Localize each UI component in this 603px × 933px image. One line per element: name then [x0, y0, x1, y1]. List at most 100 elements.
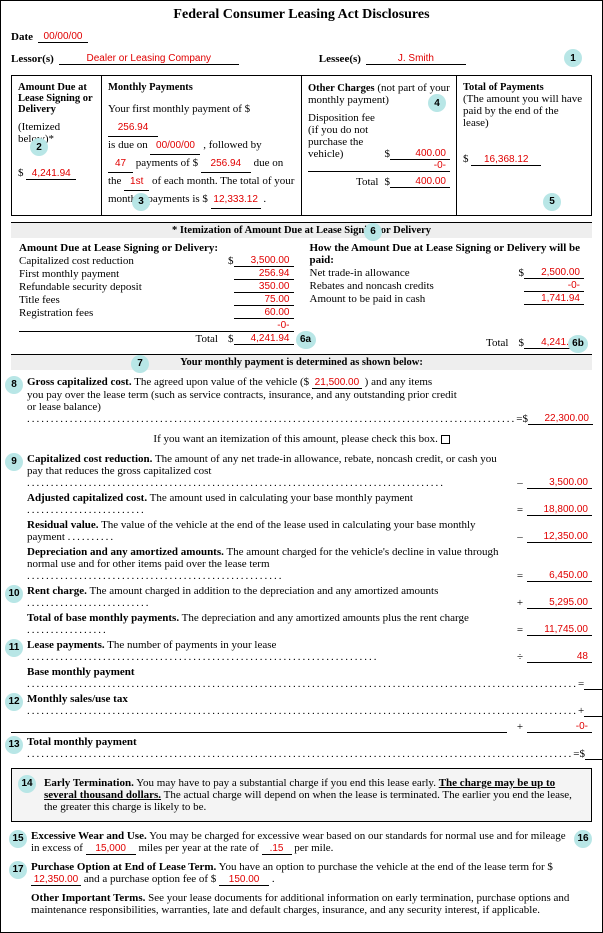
b2-count: 47 [108, 156, 133, 173]
box1-head: Amount Due at Lease Signing or Delivery [18, 82, 95, 115]
adj-cap-val: 18,800.00 [527, 504, 592, 516]
callout-2: 2 [30, 138, 48, 156]
lc-r3v: 350.00 [234, 281, 294, 293]
itemization-right: How the Amount Due at Lease Signing or D… [302, 238, 593, 354]
box3-head: Other Charges [308, 83, 375, 94]
option-fee-val: 150.00 [219, 874, 269, 886]
b2-t2: is due on [108, 139, 148, 151]
box4-sub: (The amount you will have paid by the en… [463, 93, 585, 129]
blank-val: -0- [527, 721, 592, 733]
b2-t7: of each month. The total of your [152, 175, 294, 187]
total-monthly-val: 256.94 [585, 748, 603, 760]
lessee-label: Lessee(s) [319, 53, 361, 65]
base-monthly-val: 244.69 [584, 678, 603, 690]
row-rent: 10 Rent charge. The amount charged in ad… [11, 585, 592, 609]
b2-t5: due on [254, 157, 284, 169]
itemization-row: Amount Due at Lease Signing or Delivery:… [11, 238, 592, 354]
callout-11: 11 [5, 639, 23, 657]
box1-amt: 4,241.94 [26, 168, 76, 180]
callout-6: 6 [364, 223, 382, 241]
row-depreciation: Depreciation and any amortized amounts. … [11, 546, 592, 582]
lc-tv: 4,241.94 [234, 333, 294, 345]
rc-r3v: 1,741.94 [524, 293, 584, 305]
b2-day: 1st [124, 174, 149, 191]
box4-head: Total of Payments [463, 82, 585, 93]
rc-tl: Total [310, 337, 519, 349]
b3-tl: Total [308, 176, 385, 188]
lc-r3l: Refundable security deposit [19, 281, 234, 293]
b3-tv: 400.00 [390, 176, 450, 188]
lease-count-val: 48 [527, 651, 592, 663]
lc-r4l: Title fees [19, 294, 234, 306]
callout-6b: 6b [568, 335, 588, 353]
row-residual: Residual value. The value of the vehicle… [11, 519, 592, 543]
rightcol-h: How the Amount Due at Lease Signing or D… [310, 242, 585, 266]
itemize-checkbox[interactable] [441, 435, 450, 444]
lessee-value: J. Smith [366, 53, 466, 65]
rate-val: .15 [262, 843, 292, 855]
box4-amt: 16,368.12 [471, 154, 541, 166]
box-monthly: Monthly Payments Your first monthly paym… [102, 76, 302, 215]
b3-v2: -0- [390, 160, 450, 172]
gross-cap-val: 22,300.00 [528, 413, 593, 425]
itemize-checkbox-row: If you want an itemization of this amoun… [11, 433, 592, 445]
b2-t6: the [108, 175, 121, 187]
box-other: Other Charges (not part of your monthly … [302, 76, 457, 215]
lc-r1v: 3,500.00 [234, 255, 294, 267]
calc-section: 8 Gross capitalized cost. The agreed upo… [11, 376, 592, 760]
b2-t8: monthly payments is $ [108, 193, 208, 205]
lc-r2v: 256.94 [234, 268, 294, 280]
callout-17: 17 [9, 861, 27, 879]
other-terms: Other Important Terms. See your lease do… [11, 892, 592, 916]
date-label: Date [11, 31, 33, 43]
lessor-value: Dealer or Leasing Company [59, 53, 239, 65]
row-lease-pmts: 11 Lease payments. The number of payment… [11, 639, 592, 663]
callout-7: 7 [131, 355, 149, 373]
callout-14: 14 [18, 775, 36, 793]
residual-val: 12,350.00 [527, 531, 592, 543]
b2-pmt-amt: 256.94 [201, 156, 251, 173]
callout-1: 1 [564, 49, 582, 67]
leftcol-h: Amount Due at Lease Signing or Delivery: [19, 242, 294, 254]
row-total-monthly: 13 Total monthly payment ...............… [11, 736, 592, 760]
summary-boxes: Amount Due at Lease Signing or Delivery … [11, 75, 592, 216]
lc-r5v: 60.00 [234, 307, 294, 319]
row-sales-tax: 12 Monthly sales/use tax ...............… [11, 693, 592, 717]
lessor-label: Lessor(s) [11, 53, 54, 65]
lc-r2l: First monthly payment [19, 268, 234, 280]
lc-r5l: Registration fees [19, 307, 234, 319]
itemization-header: * Itemization of Amount Due at Lease Sig… [11, 222, 592, 238]
callout-13: 13 [5, 736, 23, 754]
b2-total: 12,333.12 [211, 192, 261, 209]
purchase-option: 17 Purchase Option at End of Lease Term.… [11, 861, 592, 886]
row-gross-cap: 8 Gross capitalized cost. The agreed upo… [11, 376, 592, 425]
callout-8: 8 [5, 376, 23, 394]
tax-val: 12.25 [584, 705, 603, 717]
lessor-field: Lessor(s) Dealer or Leasing Company [11, 53, 239, 65]
rc-r3l: Amount to be paid in cash [310, 293, 525, 305]
callout-16: 16 [574, 830, 592, 848]
itemization-left: Amount Due at Lease Signing or Delivery:… [11, 238, 302, 354]
callout-4: 4 [428, 94, 446, 112]
callout-12: 12 [5, 693, 23, 711]
lc-r6v: -0- [234, 320, 294, 332]
deprec-val: 6,450.00 [527, 570, 592, 582]
miles-val: 15,000 [86, 843, 136, 855]
lc-r4v: 75.00 [234, 294, 294, 306]
calc-header: 7 Your monthly payment is determined as … [11, 354, 592, 370]
b2-t3: , followed by [203, 139, 261, 151]
b2-t4: payments of $ [136, 157, 198, 169]
lc-r1l: Capitalized cost reduction [19, 255, 228, 267]
box-total: Total of Payments (The amount you will h… [457, 76, 591, 215]
callout-5: 5 [543, 193, 561, 211]
date-value: 00/00/00 [38, 31, 88, 43]
rent-val: 5,295.00 [527, 597, 592, 609]
early-termination-box: 14 Early Termination. You may have to pa… [11, 768, 592, 822]
rc-r1l: Net trade-in allowance [310, 267, 519, 279]
page-title: Federal Consumer Leasing Act Disclosures [11, 7, 592, 23]
party-row: Lessor(s) Dealer or Leasing Company Less… [11, 53, 592, 65]
rc-r2v: -0- [524, 280, 584, 292]
gross-vehicle-val: 21,500.00 [312, 377, 362, 389]
b2-t9: . [263, 193, 266, 205]
b3-v1: 400.00 [390, 148, 450, 160]
